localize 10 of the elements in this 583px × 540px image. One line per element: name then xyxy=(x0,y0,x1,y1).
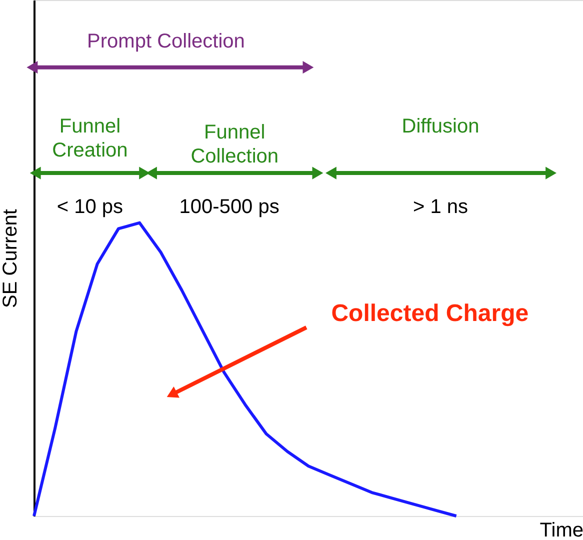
annotation: Collected Charge xyxy=(331,300,529,327)
text: 100-500 ps xyxy=(179,196,280,218)
text: Funnel Creation xyxy=(52,115,128,162)
text: Diffusion xyxy=(402,115,480,138)
text: Prompt Collection xyxy=(87,30,245,52)
text: Funnel Collection xyxy=(190,122,279,168)
text: > 1 ns xyxy=(412,196,468,218)
text: < 10 ps xyxy=(56,196,124,218)
y-axis-title: SE Current xyxy=(0,208,22,308)
x-axis-title: Time xyxy=(540,520,583,540)
